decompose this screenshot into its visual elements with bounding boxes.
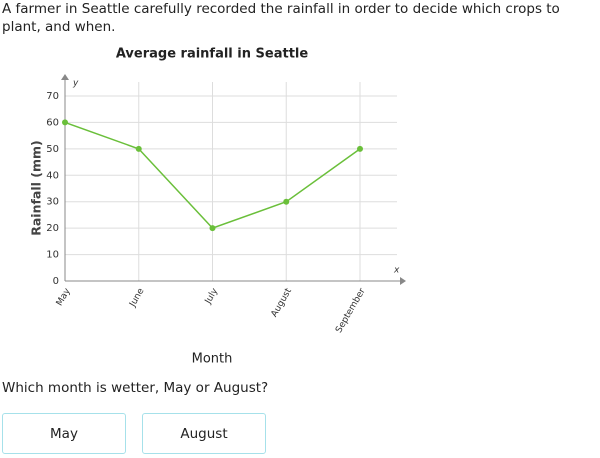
x-tick-label: July: [203, 286, 221, 306]
chart-title: Average rainfall in Seattle: [116, 47, 309, 62]
intro-text: A farmer in Seattle carefully recorded t…: [2, 1, 560, 35]
y-tick-label: 40: [46, 170, 59, 181]
y-tick-label: 20: [46, 223, 59, 234]
y-tick-label: 60: [46, 117, 59, 128]
x-tick-label: June: [128, 286, 147, 309]
y-axis-title: Rainfall (mm): [29, 140, 44, 236]
y-tick-label: 50: [46, 144, 59, 155]
choice-button[interactable]: May: [2, 413, 126, 454]
x-axis-symbol: x: [393, 266, 400, 276]
x-axis-arrow: [400, 277, 406, 285]
y-tick-label: 70: [46, 91, 59, 102]
chart: Average rainfall in Seattle Month Rainfa…: [29, 47, 406, 367]
point: [283, 198, 290, 205]
point: [357, 145, 363, 152]
point: [135, 145, 142, 152]
y-tick-label: 30: [46, 197, 59, 208]
x-axis-title: Month: [192, 352, 233, 367]
y-axis-arrow: [61, 74, 69, 80]
question: Which month is wetter, May or August?: [2, 380, 269, 396]
choice-button[interactable]: August: [142, 413, 266, 454]
point: [209, 225, 216, 232]
x-tick-label: August: [270, 286, 295, 319]
y-tick-label: 0: [53, 276, 59, 287]
x-tick-label: May: [55, 286, 73, 308]
y-axis-symbol: y: [72, 79, 79, 89]
x-tick-label: September: [334, 286, 368, 334]
y-tick-label: 10: [46, 250, 59, 261]
point: [62, 119, 68, 126]
